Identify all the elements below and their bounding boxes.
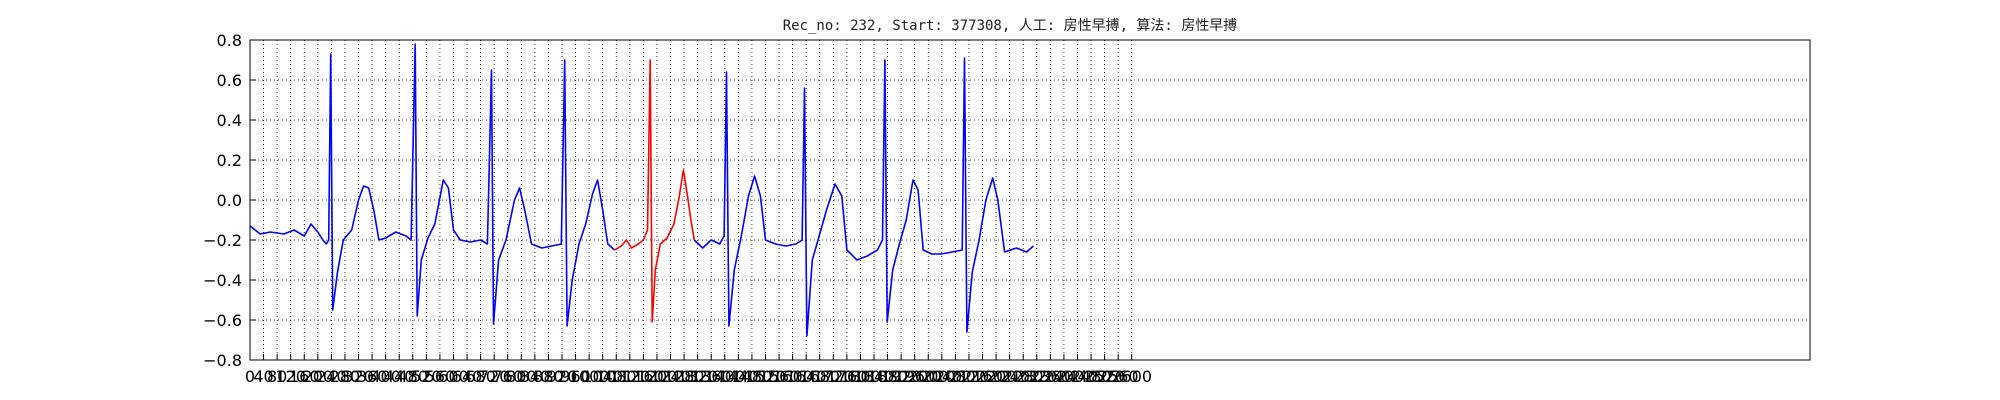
x-tick-label: 960 <box>560 367 591 386</box>
y-tick-label: 0.6 <box>217 71 242 90</box>
x-tick-label: 720 <box>479 367 510 386</box>
x-tick-label: 1200 <box>637 367 678 386</box>
grid-lines <box>250 40 1810 360</box>
x-tick-label: 1520 <box>745 367 786 386</box>
ecg-series-line-3 <box>693 57 1034 337</box>
x-tick-label: 1720 <box>813 367 854 386</box>
y-tick-label: −0.6 <box>203 311 242 330</box>
x-tick-label: 2160 <box>962 367 1003 386</box>
x-tick-label: 440 <box>384 367 415 386</box>
x-tick-label: 1640 <box>786 367 827 386</box>
x-tick-label: 1960 <box>894 367 935 386</box>
y-tick-label: −0.4 <box>203 271 242 290</box>
x-tick-label: 1560 <box>759 367 800 386</box>
x-tick-label: 320 <box>343 367 374 386</box>
x-tick-label: 1400 <box>704 367 745 386</box>
x-tick-label: 2480 <box>1071 367 1112 386</box>
x-tick-label: 520 <box>411 367 442 386</box>
x-tick-label: 120 <box>275 367 306 386</box>
x-tick-label: 2080 <box>935 367 976 386</box>
x-tick-label: 480 <box>398 367 429 386</box>
x-tick-label: 680 <box>465 367 496 386</box>
x-tick-label: 1480 <box>732 367 773 386</box>
x-tick-label: 1760 <box>827 367 868 386</box>
x-tick-label: 1280 <box>664 367 705 386</box>
x-tick-label: 2040 <box>921 367 962 386</box>
x-tick-label: 280 <box>330 367 361 386</box>
x-tick-label: 2120 <box>949 367 990 386</box>
x-tick-label: 1000 <box>569 367 610 386</box>
x-tick-label: 840 <box>520 367 551 386</box>
x-tick-label: 2200 <box>976 367 1017 386</box>
x-tick-label: 2600 <box>1111 367 1152 386</box>
x-tick-label: 2000 <box>908 367 949 386</box>
y-tick-label: 0.0 <box>217 191 242 210</box>
x-tick-label: 1040 <box>582 367 623 386</box>
x-tick-label: 1800 <box>840 367 881 386</box>
x-tick-label: 920 <box>547 367 578 386</box>
x-tick-label: 2520 <box>1084 367 1125 386</box>
x-tick-label: 600 <box>438 367 469 386</box>
x-tick-label: 640 <box>452 367 483 386</box>
x-tick-label: 1320 <box>677 367 718 386</box>
y-axis-ticks: 0.8 0.6 0.4 0.2 0.0 −0.2 −0.4 −0.6 −0.8 <box>203 31 256 370</box>
x-tick-label: 2240 <box>989 367 1030 386</box>
x-tick-label: 2400 <box>1044 367 1085 386</box>
y-tick-label: 0.4 <box>217 111 242 130</box>
x-tick-label: 240 <box>316 367 347 386</box>
x-tick-label: 560 <box>425 367 456 386</box>
x-tick-label: 1360 <box>691 367 732 386</box>
chart-title: Rec_no: 232, Start: 377308, 人工: 房性早搏, 算法… <box>783 17 1238 34</box>
x-tick-label: 1840 <box>854 367 895 386</box>
x-tick-label: 760 <box>492 367 523 386</box>
x-tick-label: 80 <box>267 367 287 386</box>
y-tick-label: −0.8 <box>203 351 242 370</box>
x-tick-label: 400 <box>370 367 401 386</box>
x-tick-label: 2560 <box>1098 367 1139 386</box>
x-tick-label: 1680 <box>799 367 840 386</box>
x-tick-label: 2280 <box>1003 367 1044 386</box>
x-tick-label: 360 <box>357 367 388 386</box>
x-axis-ticks: 0408012016020024028032036040044048052056… <box>245 354 1152 386</box>
x-tick-label: 160 <box>289 367 320 386</box>
x-tick-label: 1080 <box>596 367 637 386</box>
y-tick-label: 0.2 <box>217 151 242 170</box>
ecg-series-line-1 <box>249 43 616 327</box>
x-tick-label: 1440 <box>718 367 759 386</box>
x-tick-label: 1880 <box>867 367 908 386</box>
x-tick-label: 2440 <box>1057 367 1098 386</box>
ecg-series-group <box>249 43 1034 337</box>
x-tick-label: 200 <box>303 367 334 386</box>
x-tick-label: 2320 <box>1016 367 1057 386</box>
x-tick-label: 2360 <box>1030 367 1071 386</box>
x-tick-label: 0 <box>245 367 255 386</box>
x-tick-label: 1160 <box>623 367 664 386</box>
plot-frame <box>249 39 1811 361</box>
x-tick-label: 1600 <box>772 367 813 386</box>
y-tick-label: 0.8 <box>217 31 242 50</box>
x-tick-label: 1240 <box>650 367 691 386</box>
x-tick-label: 800 <box>506 367 537 386</box>
x-tick-label: 880 <box>533 367 564 386</box>
ecg-series-line-2 <box>614 59 696 323</box>
x-tick-label: 1920 <box>881 367 922 386</box>
x-tick-label: 40 <box>253 367 273 386</box>
x-tick-label: 1120 <box>609 367 650 386</box>
y-tick-label: −0.2 <box>203 231 242 250</box>
